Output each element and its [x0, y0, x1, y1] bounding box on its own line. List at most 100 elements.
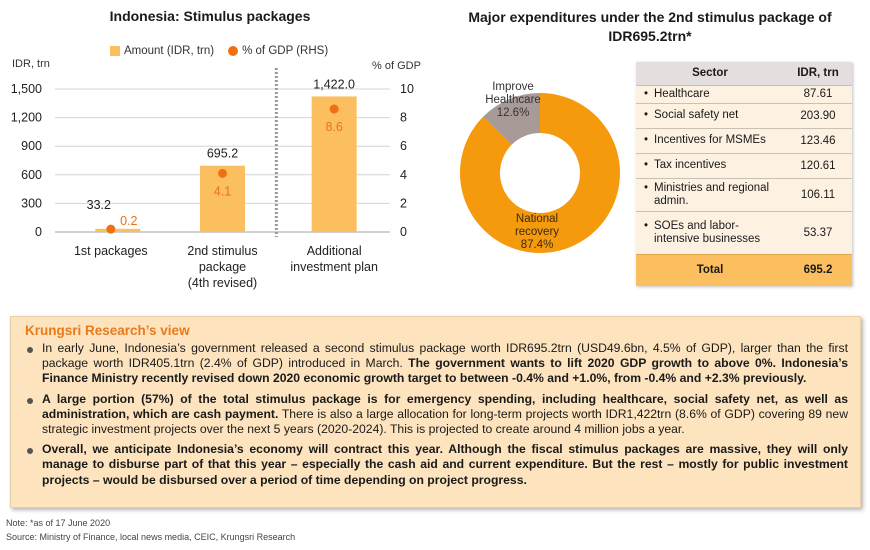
- table-total-row: Total 695.2: [636, 253, 852, 286]
- gdp-point: [218, 168, 227, 178]
- sector-name: SOEs and labor-intensive businesses: [654, 219, 761, 245]
- y-right-tick-label: 10: [400, 82, 414, 96]
- sector-value: 87.61: [784, 84, 852, 103]
- bullet-icon: •: [644, 219, 649, 232]
- gdp-value-label: 0.2: [120, 214, 137, 228]
- sector-cell: • Healthcare: [636, 84, 784, 103]
- sector-cell: • Social safety net: [636, 102, 784, 128]
- y-right-tick-label: 4: [400, 168, 407, 182]
- donut-slice-label: recovery: [515, 226, 559, 238]
- x-category-label: investment plan: [290, 260, 378, 274]
- bold-text: Overall, we anticipate Indonesia’s econo…: [42, 442, 848, 487]
- y-left-tick-label: 0: [35, 225, 42, 239]
- bar-chart: 0 300 600 900 1,200 1,500 0 2 4 6 8 10 33.2 695.2 1,4…: [11, 68, 414, 290]
- y-right-tick-label: 8: [400, 111, 407, 125]
- gdp-value-label: 4.1: [214, 184, 231, 198]
- bold-text: A large portion (57%) of the total stimu…: [42, 391, 848, 421]
- sector-table: Sector IDR, trn • Healthcare 87.61 • Social …: [636, 62, 852, 286]
- table-row: • Ministries and regional admin. 106.11: [636, 177, 852, 211]
- legend-item-gdp: % of GDP (RHS): [228, 45, 328, 57]
- y-right-tick-label: 2: [400, 196, 407, 210]
- table-header-row: Sector IDR, trn: [636, 62, 852, 85]
- sector-cell: • Ministries and regional admin.: [636, 177, 784, 211]
- donut-slice-label: National: [516, 213, 558, 225]
- bar-value-label: 33.2: [87, 198, 111, 212]
- y-right-tick-label: 6: [400, 139, 407, 153]
- donut-slice-label: 12.6%: [497, 107, 530, 119]
- bar-chart-title: Indonesia: Stimulus packages: [109, 8, 311, 24]
- bullet-icon: •: [644, 109, 649, 121]
- x-category-label: 1st packages: [74, 244, 148, 258]
- y-axis-right-title: % of GDP: [372, 60, 421, 72]
- donut-title-line2: IDR695.2trn*: [608, 28, 692, 44]
- table-row: • Incentives for MSMEs 123.46: [636, 127, 852, 153]
- sector-name: Tax incentives: [654, 159, 727, 171]
- gdp-point: [106, 224, 116, 234]
- footnote-source: Source: Ministry of Finance, local news …: [6, 532, 296, 542]
- y-left-tick-label: 1,500: [11, 82, 42, 96]
- gdp-value-label: 8.6: [325, 120, 342, 134]
- legend-label-amount: Amount (IDR, trn): [124, 45, 215, 57]
- donut-slice-label: Healthcare: [485, 94, 541, 106]
- table-row: • Healthcare 87.61: [636, 84, 852, 103]
- sector-value: 53.37: [784, 210, 852, 254]
- body-text: In early June, Indonesia’s government re…: [42, 341, 848, 371]
- legend-dot-icon: [228, 46, 239, 56]
- legend-swatch-bar-icon: [110, 46, 120, 56]
- research-view-box: Krungsri Research’s view In early June, …: [10, 316, 861, 508]
- bold-text: The government wants to lift 2020 GDP gr…: [42, 356, 848, 386]
- sector-value: 106.11: [784, 177, 852, 211]
- legend-item-amount: Amount (IDR, trn): [110, 45, 214, 57]
- y-left-tick-label: 900: [21, 139, 42, 153]
- x-category-label: Additional: [307, 244, 362, 258]
- donut-section-title: Major expenditures under the 2nd stimulu…: [430, 8, 870, 46]
- header-value: IDR, trn: [784, 62, 852, 85]
- y-left-tick-label: 1,200: [11, 111, 42, 125]
- total-label: Total: [636, 253, 784, 286]
- donut-slice-label: Improve: [492, 81, 534, 93]
- sector-name: Incentives for MSMEs: [654, 134, 766, 146]
- body-text: There is also a large allocation for lon…: [42, 406, 849, 437]
- y-left-tick-label: 600: [21, 168, 42, 182]
- donut-slice: [483, 93, 540, 145]
- x-category-label: 2nd stimulus: [187, 244, 257, 258]
- donut-title-line1: Major expenditures under the 2nd stimulu…: [468, 9, 832, 25]
- total-value: 695.2: [784, 253, 852, 286]
- bar-chart-legend: Amount (IDR, trn) % of GDP (RHS): [110, 45, 328, 57]
- research-bullets: In early June, Indonesia’s government re…: [25, 341, 848, 488]
- research-bullet: A large portion (57%) of the total stimu…: [25, 392, 848, 438]
- sector-value: 120.61: [784, 152, 852, 178]
- y-right-tick-label: 0: [400, 225, 407, 239]
- bullet-icon: •: [644, 87, 649, 100]
- gdp-point: [329, 104, 339, 114]
- bar-value-label: 1,422.0: [313, 77, 355, 91]
- sector-cell: • Tax incentives: [636, 152, 784, 178]
- x-category-label: package: [199, 260, 246, 274]
- bullet-icon: •: [644, 159, 649, 171]
- y-axis-left-title: IDR, trn: [12, 58, 50, 70]
- bar-value-label: 695.2: [207, 147, 238, 161]
- table-row: • Tax incentives 120.61: [636, 152, 852, 178]
- footnote-note: Note: *as of 17 June 2020: [6, 518, 111, 528]
- bullet-icon: •: [644, 134, 649, 146]
- sector-cell: • SOEs and labor-intensive businesses: [636, 210, 784, 254]
- y-left-tick-label: 300: [21, 196, 42, 210]
- sector-cell: • Incentives for MSMEs: [636, 127, 784, 153]
- research-bullet: Overall, we anticipate Indonesia’s econo…: [25, 442, 848, 488]
- bullet-icon: •: [644, 181, 649, 194]
- donut-slice: [460, 93, 620, 253]
- table-row: • Social safety net 203.90: [636, 102, 852, 128]
- sector-name: Ministries and regional admin.: [654, 181, 770, 207]
- donut-slice-label: 87.4%: [521, 239, 554, 251]
- bar-amount: [95, 228, 141, 232]
- sector-name: Social safety net: [654, 109, 739, 121]
- sector-value: 203.90: [784, 102, 852, 128]
- table-row: • SOEs and labor-intensive businesses 53.3…: [636, 210, 852, 254]
- legend-label-gdp: % of GDP (RHS): [242, 45, 329, 57]
- x-category-label: (4th revised): [188, 276, 257, 290]
- sector-name: Healthcare: [654, 87, 710, 100]
- research-bullet: In early June, Indonesia’s government re…: [25, 341, 848, 387]
- research-title: Krungsri Research’s view: [25, 323, 190, 338]
- header-sector: Sector: [636, 62, 784, 85]
